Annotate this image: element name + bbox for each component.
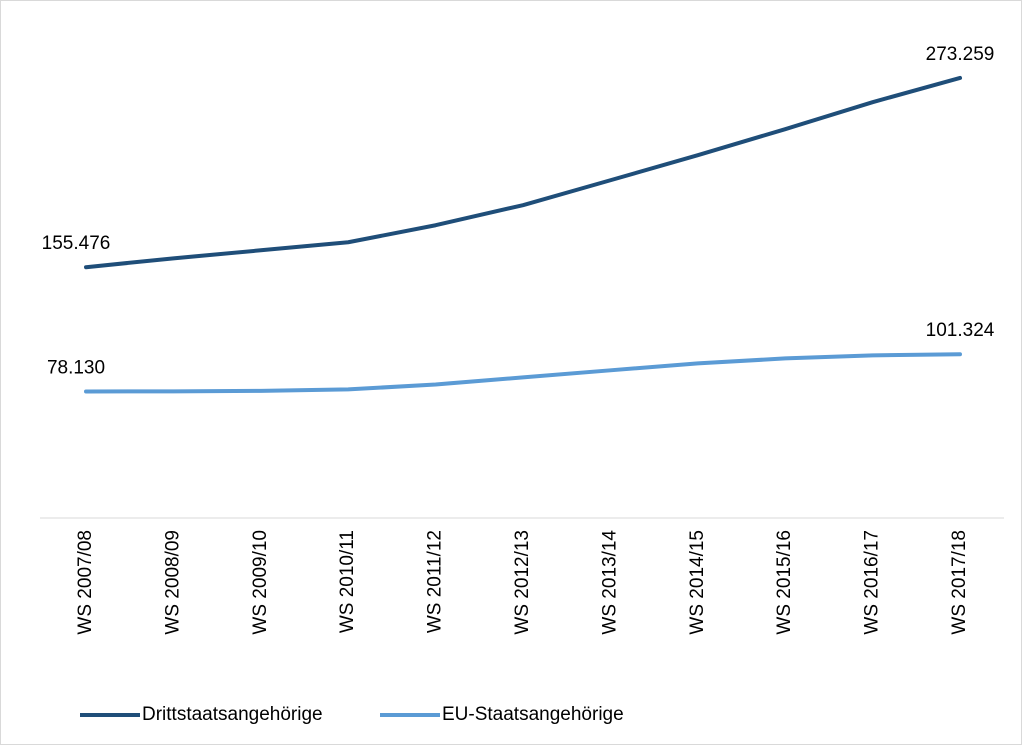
data-label: 78.130 xyxy=(47,357,105,378)
x-tick-label: WS 2017/18 xyxy=(949,530,970,635)
legend-label: Drittstaatsangehörige xyxy=(142,704,323,725)
x-tick-label: WS 2012/13 xyxy=(512,530,533,635)
series-line xyxy=(84,352,962,394)
x-tick-label: WS 2008/09 xyxy=(162,530,183,635)
x-tick-label: WS 2014/15 xyxy=(687,530,708,635)
data-label: 101.324 xyxy=(926,320,995,341)
data-label: 273.259 xyxy=(926,44,995,65)
data-label: 155.476 xyxy=(42,233,111,254)
x-tick-label: WS 2009/10 xyxy=(250,530,271,635)
x-tick-label: WS 2007/08 xyxy=(75,530,96,635)
x-tick-label: WS 2011/12 xyxy=(425,530,446,633)
x-tick-label: WS 2015/16 xyxy=(774,530,795,635)
series-line xyxy=(84,75,962,270)
x-tick-label: WS 2010/11 xyxy=(337,530,358,633)
x-tick-label: WS 2013/14 xyxy=(599,530,620,635)
x-tick-label: WS 2016/17 xyxy=(862,530,883,635)
legend-label: EU-Staatsangehörige xyxy=(442,704,624,725)
